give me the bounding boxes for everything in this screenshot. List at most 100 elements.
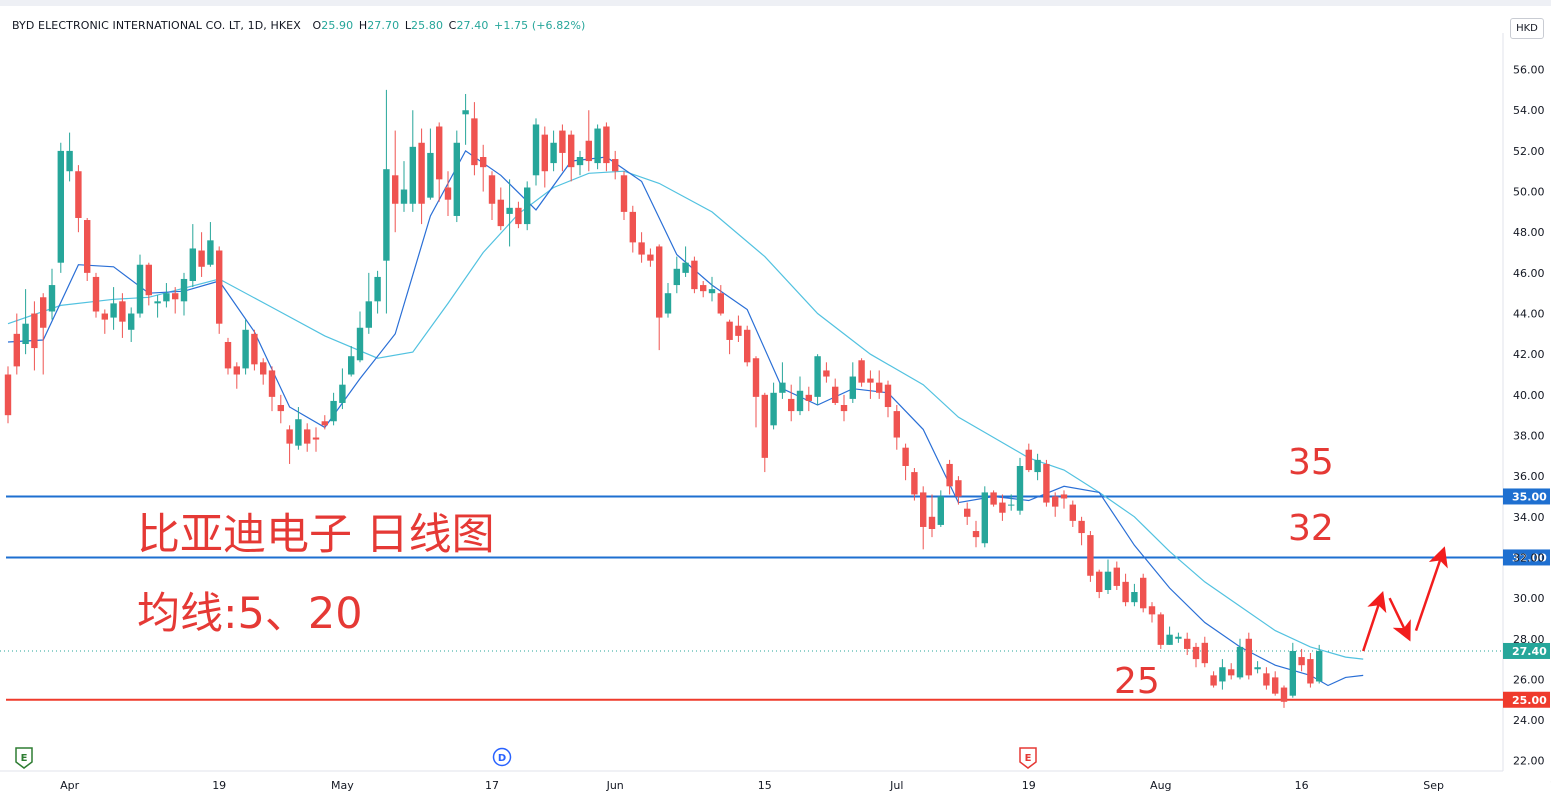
candle-body — [427, 152, 434, 198]
candle-down — [876, 370, 883, 399]
candle-down — [893, 405, 900, 450]
candle-body — [1148, 606, 1156, 615]
candle-up — [673, 256, 680, 294]
y-tick-label: 26.00 — [1513, 673, 1545, 686]
candle-body — [726, 321, 733, 340]
candle-body — [119, 301, 126, 322]
candle-down — [568, 130, 575, 182]
candle-body — [1025, 449, 1032, 471]
candle-body — [620, 175, 628, 212]
candle-body — [268, 370, 276, 397]
candle-body — [1166, 634, 1173, 645]
candle-body — [1280, 687, 1288, 702]
candle-body — [770, 392, 777, 426]
candle-down — [31, 301, 38, 371]
candle-down — [268, 366, 276, 412]
chart-legend-header: BYD ELECTRONIC INTERNATIONAL CO. LT, 1D,… — [12, 19, 587, 32]
candle-down — [1228, 663, 1235, 680]
candle-up — [462, 93, 469, 145]
high-value: 27.70 — [367, 19, 400, 32]
candle-up — [66, 132, 73, 182]
candle-body — [585, 140, 592, 162]
candle-down — [726, 319, 733, 355]
candle-up — [110, 287, 117, 330]
x-tick-label: 19 — [212, 779, 226, 792]
x-tick-label: May — [331, 779, 354, 792]
candle-body — [189, 248, 196, 281]
candle-body — [568, 134, 575, 168]
candle-down — [251, 329, 258, 371]
candle-body — [1034, 459, 1041, 473]
last-price-tag — [1503, 642, 1550, 659]
level-price-label: 35.00 — [1512, 490, 1547, 503]
candle-body — [84, 220, 91, 273]
x-tick-label: 15 — [758, 779, 772, 792]
candle-body — [286, 429, 293, 444]
candle-down — [471, 102, 478, 176]
low-value: 25.80 — [411, 19, 444, 32]
candle-up — [576, 150, 584, 176]
open-value: 25.90 — [321, 19, 354, 32]
candle-body — [277, 405, 284, 412]
candle-body — [1307, 659, 1314, 684]
candle-down — [312, 427, 320, 452]
time-axis: Apr19May17Jun15Jul19Aug16Sep14Oct19Nov — [60, 779, 1551, 792]
candle-body — [4, 374, 12, 416]
candle-up — [180, 272, 188, 316]
candle-body — [832, 386, 839, 403]
candle-up — [339, 368, 346, 410]
x-tick-label: Apr — [60, 779, 80, 792]
candle-down — [515, 201, 522, 229]
candle-body — [304, 429, 311, 444]
candle-down — [1087, 531, 1094, 582]
candle-body — [383, 169, 390, 261]
y-tick-label: 44.00 — [1513, 308, 1545, 321]
candle-up — [48, 268, 56, 320]
candle-body — [1060, 494, 1068, 499]
candle-body — [1096, 571, 1103, 593]
candle-down — [638, 232, 645, 263]
open-label: O — [312, 19, 322, 32]
candle-up — [1131, 583, 1138, 607]
candle-up — [348, 346, 355, 377]
candle-body — [964, 508, 971, 517]
candle-down — [418, 128, 425, 225]
candle-up — [154, 295, 161, 318]
y-tick-label: 56.00 — [1513, 64, 1545, 77]
event-marker-earnings-upcoming: E — [1019, 747, 1037, 769]
currency-button[interactable]: HKD — [1510, 18, 1544, 39]
candle-down — [823, 362, 830, 383]
level-price-tag — [1503, 488, 1550, 505]
candle-up — [57, 142, 64, 273]
candle-body — [57, 150, 64, 263]
candle-body — [339, 384, 346, 403]
candle-down — [13, 313, 20, 375]
candle-body — [356, 327, 364, 361]
candle-body — [744, 329, 751, 363]
candle-body — [480, 157, 487, 168]
candle-body — [700, 285, 707, 292]
candle-up — [779, 362, 786, 399]
candle-body — [198, 250, 205, 267]
candle-body — [1210, 675, 1217, 686]
candle-body — [31, 313, 38, 349]
candle-body — [506, 207, 513, 214]
candle-body — [1245, 638, 1252, 676]
annotation-level-35: 35 — [1288, 442, 1334, 483]
candle-body — [145, 264, 152, 296]
candle-up — [365, 272, 372, 334]
candle-up — [128, 307, 135, 342]
candle-body — [638, 242, 645, 255]
candle-up — [1316, 644, 1323, 684]
event-marker-shape — [15, 747, 33, 769]
candle-up — [594, 124, 601, 170]
candle-down — [1201, 636, 1208, 668]
candle-down — [198, 232, 205, 277]
candle-down — [840, 394, 848, 422]
candle-down — [920, 486, 927, 550]
candle-up — [524, 181, 531, 231]
candle-down — [629, 205, 636, 253]
symbol-title: BYD ELECTRONIC INTERNATIONAL CO. LT, 1D,… — [12, 19, 301, 32]
candle-down — [1140, 573, 1147, 613]
